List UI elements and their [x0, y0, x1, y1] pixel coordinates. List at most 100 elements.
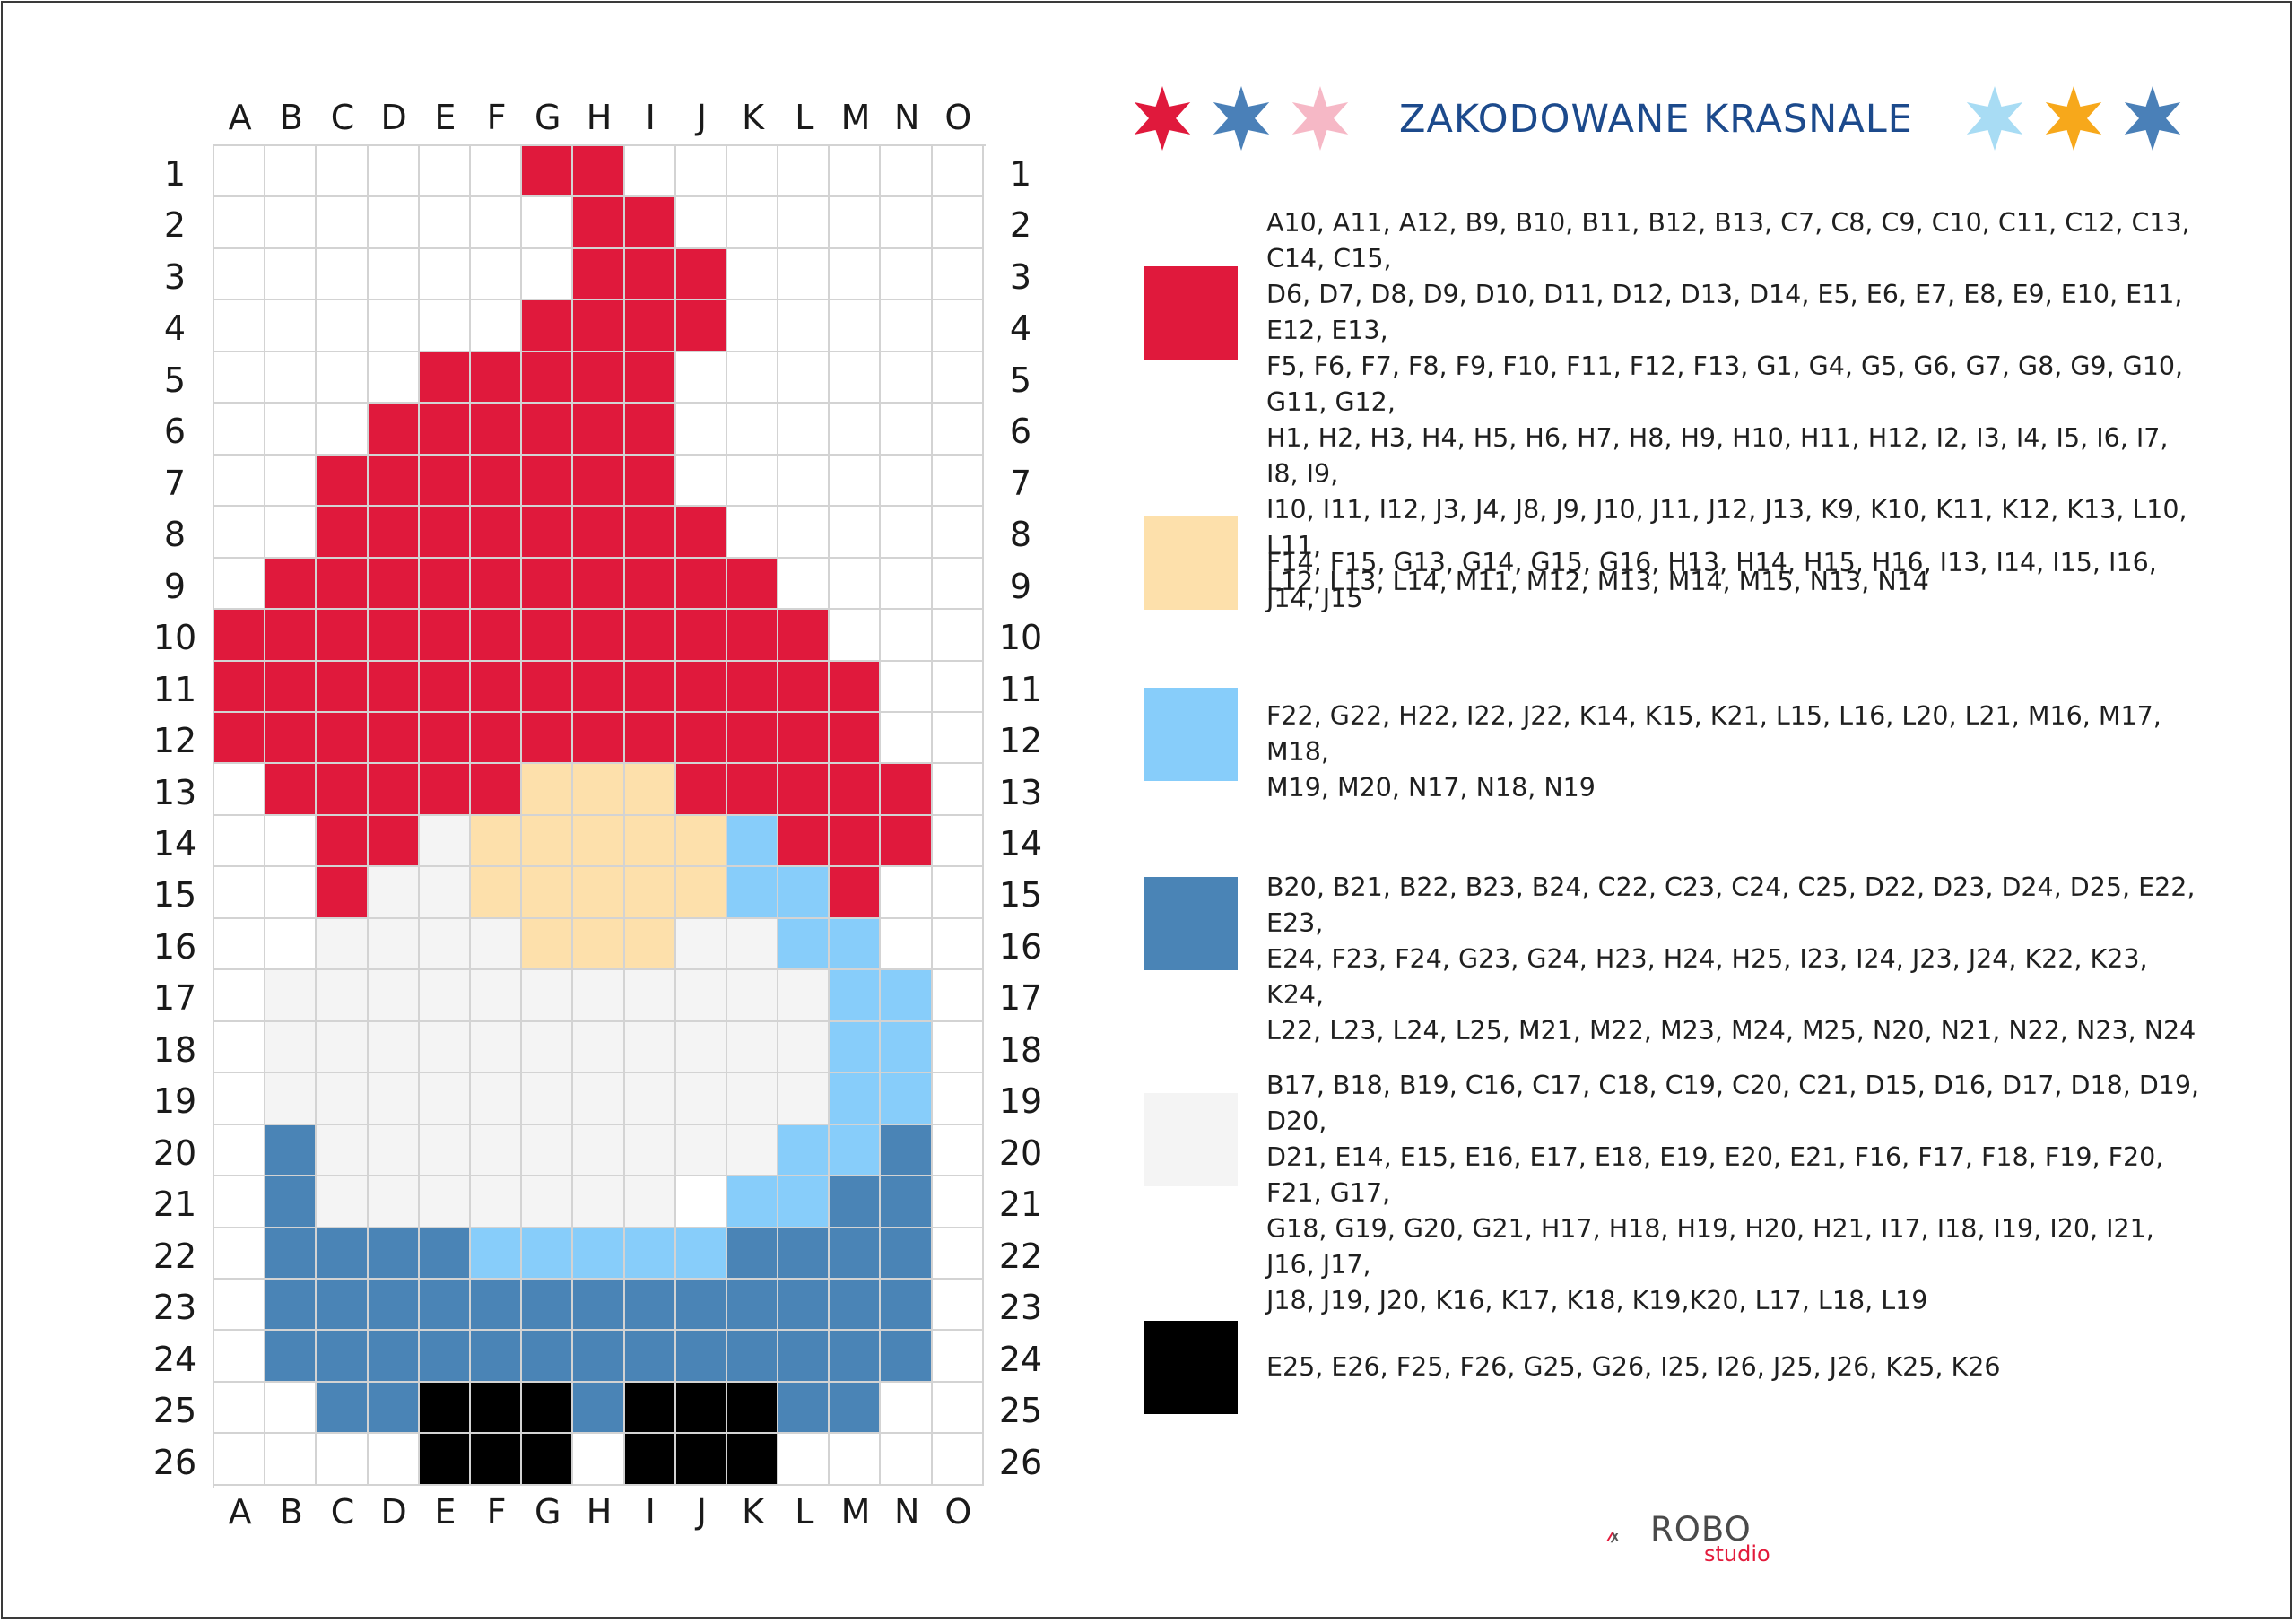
grid-cell-n6	[881, 404, 933, 456]
grid-cell-g3	[522, 248, 574, 301]
grid-cell-o3	[932, 248, 984, 301]
row-label-right-19: 19	[998, 1081, 1043, 1122]
grid-cell-g7	[522, 455, 574, 508]
grid-cell-j24	[675, 1331, 727, 1383]
grid-cell-h15	[573, 867, 625, 919]
grid-cell-o22	[932, 1228, 984, 1280]
grid-cell-i10	[624, 610, 676, 662]
grid-cell-n24	[881, 1331, 933, 1383]
row-label-right-15: 15	[998, 875, 1043, 916]
row-label-left-21: 21	[152, 1185, 197, 1225]
grid-cell-g2	[522, 197, 574, 249]
grid-cell-b2	[265, 197, 317, 249]
row-label-right-24: 24	[998, 1339, 1043, 1379]
grid-cell-a13	[214, 764, 266, 816]
grid-cell-d9	[368, 558, 420, 611]
grid-cell-a8	[214, 507, 266, 559]
grid-cell-g9	[522, 558, 574, 611]
grid-cell-k11	[726, 661, 779, 713]
column-label-top-d: D	[380, 98, 407, 137]
grid-cell-l18	[778, 1021, 831, 1074]
row-label-right-10: 10	[998, 618, 1043, 658]
grid-cell-i3	[624, 248, 676, 301]
row-label-right-23: 23	[998, 1288, 1043, 1328]
grid-cell-o6	[932, 404, 984, 456]
grid-cell-g6	[522, 404, 574, 456]
grid-cell-b5	[265, 352, 317, 404]
grid-cell-c25	[317, 1382, 369, 1435]
grid-cell-h18	[573, 1021, 625, 1074]
column-label-bottom-l: L	[795, 1492, 814, 1532]
grid-cell-g19	[522, 1073, 574, 1125]
grid-cell-b6	[265, 404, 317, 456]
grid-cell-o11	[932, 661, 984, 713]
grid-cell-h20	[573, 1124, 625, 1177]
row-label-right-17: 17	[998, 978, 1043, 1019]
grid-cell-g15	[522, 867, 574, 919]
legend-swatch-1	[1144, 266, 1238, 360]
grid-cell-n7	[881, 455, 933, 508]
grid-cell-e21	[419, 1176, 471, 1228]
grid-cell-h26	[573, 1434, 625, 1486]
column-label-top-c: C	[330, 98, 355, 137]
grid-cell-m11	[830, 661, 882, 713]
grid-cell-g23	[522, 1279, 574, 1332]
grid-cell-b9	[265, 558, 317, 611]
row-label-left-15: 15	[152, 875, 197, 916]
grid-cell-f2	[470, 197, 523, 249]
grid-cell-n14	[881, 815, 933, 868]
row-label-right-26: 26	[998, 1442, 1043, 1482]
grid-cell-o12	[932, 712, 984, 765]
grid-cell-l3	[778, 248, 831, 301]
grid-cell-m9	[830, 558, 882, 611]
column-label-bottom-n: N	[893, 1492, 920, 1532]
grid-cell-n17	[881, 970, 933, 1022]
column-label-top-l: L	[795, 98, 814, 137]
row-label-right-21: 21	[998, 1185, 1043, 1225]
grid-cell-h7	[573, 455, 625, 508]
grid-cell-a3	[214, 248, 266, 301]
row-label-left-5: 5	[163, 360, 187, 400]
grid-cell-f11	[470, 661, 523, 713]
grid-cell-b15	[265, 867, 317, 919]
row-label-right-6: 6	[1009, 412, 1032, 452]
row-label-left-24: 24	[152, 1339, 197, 1379]
column-label-top-h: H	[586, 98, 613, 137]
grid-cell-k1	[726, 146, 779, 198]
grid-cell-f6	[470, 404, 523, 456]
grid-cell-b1	[265, 146, 317, 198]
grid-cell-n22	[881, 1228, 933, 1280]
grid-cell-h16	[573, 918, 625, 971]
grid-cell-i17	[624, 970, 676, 1022]
row-label-left-7: 7	[163, 463, 187, 503]
grid-cell-f3	[470, 248, 523, 301]
grid-cell-j26	[675, 1434, 727, 1486]
grid-cell-j9	[675, 558, 727, 611]
row-label-right-16: 16	[998, 926, 1043, 967]
grid-cell-d15	[368, 867, 420, 919]
grid-cell-e14	[419, 815, 471, 868]
row-label-left-4: 4	[163, 308, 187, 349]
grid-cell-b10	[265, 610, 317, 662]
grid-cell-h3	[573, 248, 625, 301]
legend-codes-line: F5, F6, F7, F8, F9, F10, F11, F12, F13, …	[1266, 352, 2184, 417]
grid-cell-i20	[624, 1124, 676, 1177]
grid-cell-b3	[265, 248, 317, 301]
column-label-bottom-j: J	[696, 1492, 707, 1532]
legend-codes-5: B17, B18, B19, C16, C17, C18, C19, C20, …	[1266, 1068, 2208, 1319]
grid-cell-k10	[726, 610, 779, 662]
grid-cell-a14	[214, 815, 266, 868]
grid-cell-h4	[573, 300, 625, 352]
grid-cell-i23	[624, 1279, 676, 1332]
grid-cell-m5	[830, 352, 882, 404]
grid-cell-i4	[624, 300, 676, 352]
legend-codes-line: E25, E26, F25, F26, G25, G26, I25, I26, …	[1266, 1352, 2001, 1382]
grid-cell-k14	[726, 815, 779, 868]
grid-cell-m4	[830, 300, 882, 352]
grid-cell-b7	[265, 455, 317, 508]
grid-cell-l19	[778, 1073, 831, 1125]
legend-codes-line: F14, F15, G13, G14, G15, G16, H13, H14, …	[1266, 548, 2157, 613]
grid-cell-m18	[830, 1021, 882, 1074]
grid-cell-m26	[830, 1434, 882, 1486]
grid-cell-o19	[932, 1073, 984, 1125]
